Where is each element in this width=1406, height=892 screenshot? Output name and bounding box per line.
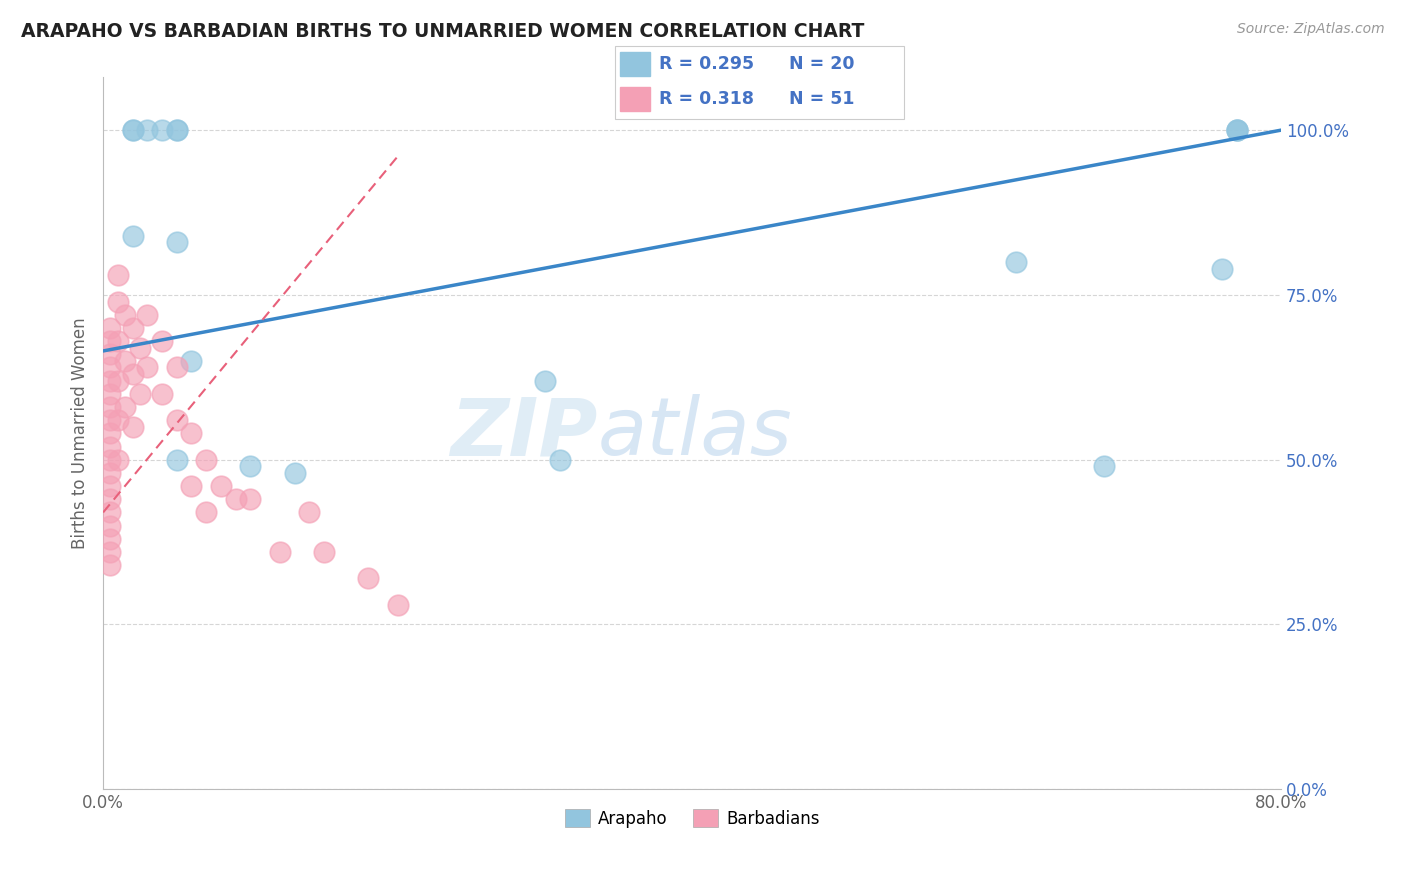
Point: [107, 268, 129, 282]
Point: [166, 413, 188, 427]
Point: [100, 374, 122, 388]
Y-axis label: Births to Unmarried Women: Births to Unmarried Women: [72, 318, 89, 549]
FancyBboxPatch shape: [614, 46, 904, 119]
Point: [100, 321, 122, 335]
Point: [195, 505, 218, 519]
FancyBboxPatch shape: [620, 87, 650, 112]
Point: [387, 598, 409, 612]
Point: [107, 294, 129, 309]
Point: [100, 360, 122, 375]
Point: [100, 492, 122, 507]
Point: [357, 571, 380, 585]
Point: [195, 452, 218, 467]
Point: [100, 545, 122, 559]
Point: [166, 360, 188, 375]
Point: [121, 123, 143, 137]
Text: R = 0.318: R = 0.318: [659, 90, 754, 108]
Point: [180, 426, 202, 441]
Point: [121, 123, 143, 137]
Point: [209, 479, 232, 493]
Point: [150, 334, 173, 348]
Point: [121, 228, 143, 243]
Point: [100, 347, 122, 361]
Text: atlas: atlas: [598, 394, 793, 473]
Point: [1005, 255, 1028, 269]
Point: [129, 341, 152, 355]
Point: [166, 235, 188, 250]
Point: [100, 518, 122, 533]
Point: [136, 123, 159, 137]
Point: [107, 413, 129, 427]
Point: [107, 452, 129, 467]
Point: [121, 419, 143, 434]
Point: [1226, 123, 1249, 137]
Text: ARAPAHO VS BARBADIAN BIRTHS TO UNMARRIED WOMEN CORRELATION CHART: ARAPAHO VS BARBADIAN BIRTHS TO UNMARRIED…: [21, 22, 865, 41]
Point: [100, 426, 122, 441]
Point: [100, 334, 122, 348]
Point: [114, 354, 136, 368]
Point: [100, 452, 122, 467]
Text: R = 0.295: R = 0.295: [659, 55, 754, 73]
Point: [100, 505, 122, 519]
Point: [283, 466, 305, 480]
Point: [1226, 123, 1249, 137]
Point: [100, 466, 122, 480]
Point: [129, 386, 152, 401]
Point: [166, 123, 188, 137]
Point: [100, 532, 122, 546]
Point: [136, 360, 159, 375]
Point: [1226, 123, 1249, 137]
Point: [533, 374, 555, 388]
Point: [225, 492, 247, 507]
FancyBboxPatch shape: [620, 52, 650, 77]
Point: [166, 452, 188, 467]
Point: [150, 386, 173, 401]
Point: [1092, 459, 1115, 474]
Point: [239, 459, 262, 474]
Point: [1211, 261, 1233, 276]
Point: [100, 440, 122, 454]
Point: [114, 400, 136, 414]
Point: [100, 558, 122, 573]
Point: [298, 505, 321, 519]
Point: [100, 413, 122, 427]
Point: [136, 308, 159, 322]
Point: [107, 374, 129, 388]
Text: N = 51: N = 51: [789, 90, 855, 108]
Point: [121, 367, 143, 381]
Legend: Arapaho, Barbadians: Arapaho, Barbadians: [558, 803, 827, 834]
Point: [107, 334, 129, 348]
Text: N = 20: N = 20: [789, 55, 855, 73]
Point: [150, 123, 173, 137]
Point: [100, 479, 122, 493]
Text: ZIP: ZIP: [450, 394, 598, 473]
Point: [100, 400, 122, 414]
Point: [114, 308, 136, 322]
Point: [269, 545, 291, 559]
Point: [239, 492, 262, 507]
Point: [180, 479, 202, 493]
Point: [548, 452, 571, 467]
Point: [180, 354, 202, 368]
Point: [121, 321, 143, 335]
Point: [166, 123, 188, 137]
Point: [312, 545, 335, 559]
Text: Source: ZipAtlas.com: Source: ZipAtlas.com: [1237, 22, 1385, 37]
Point: [100, 386, 122, 401]
